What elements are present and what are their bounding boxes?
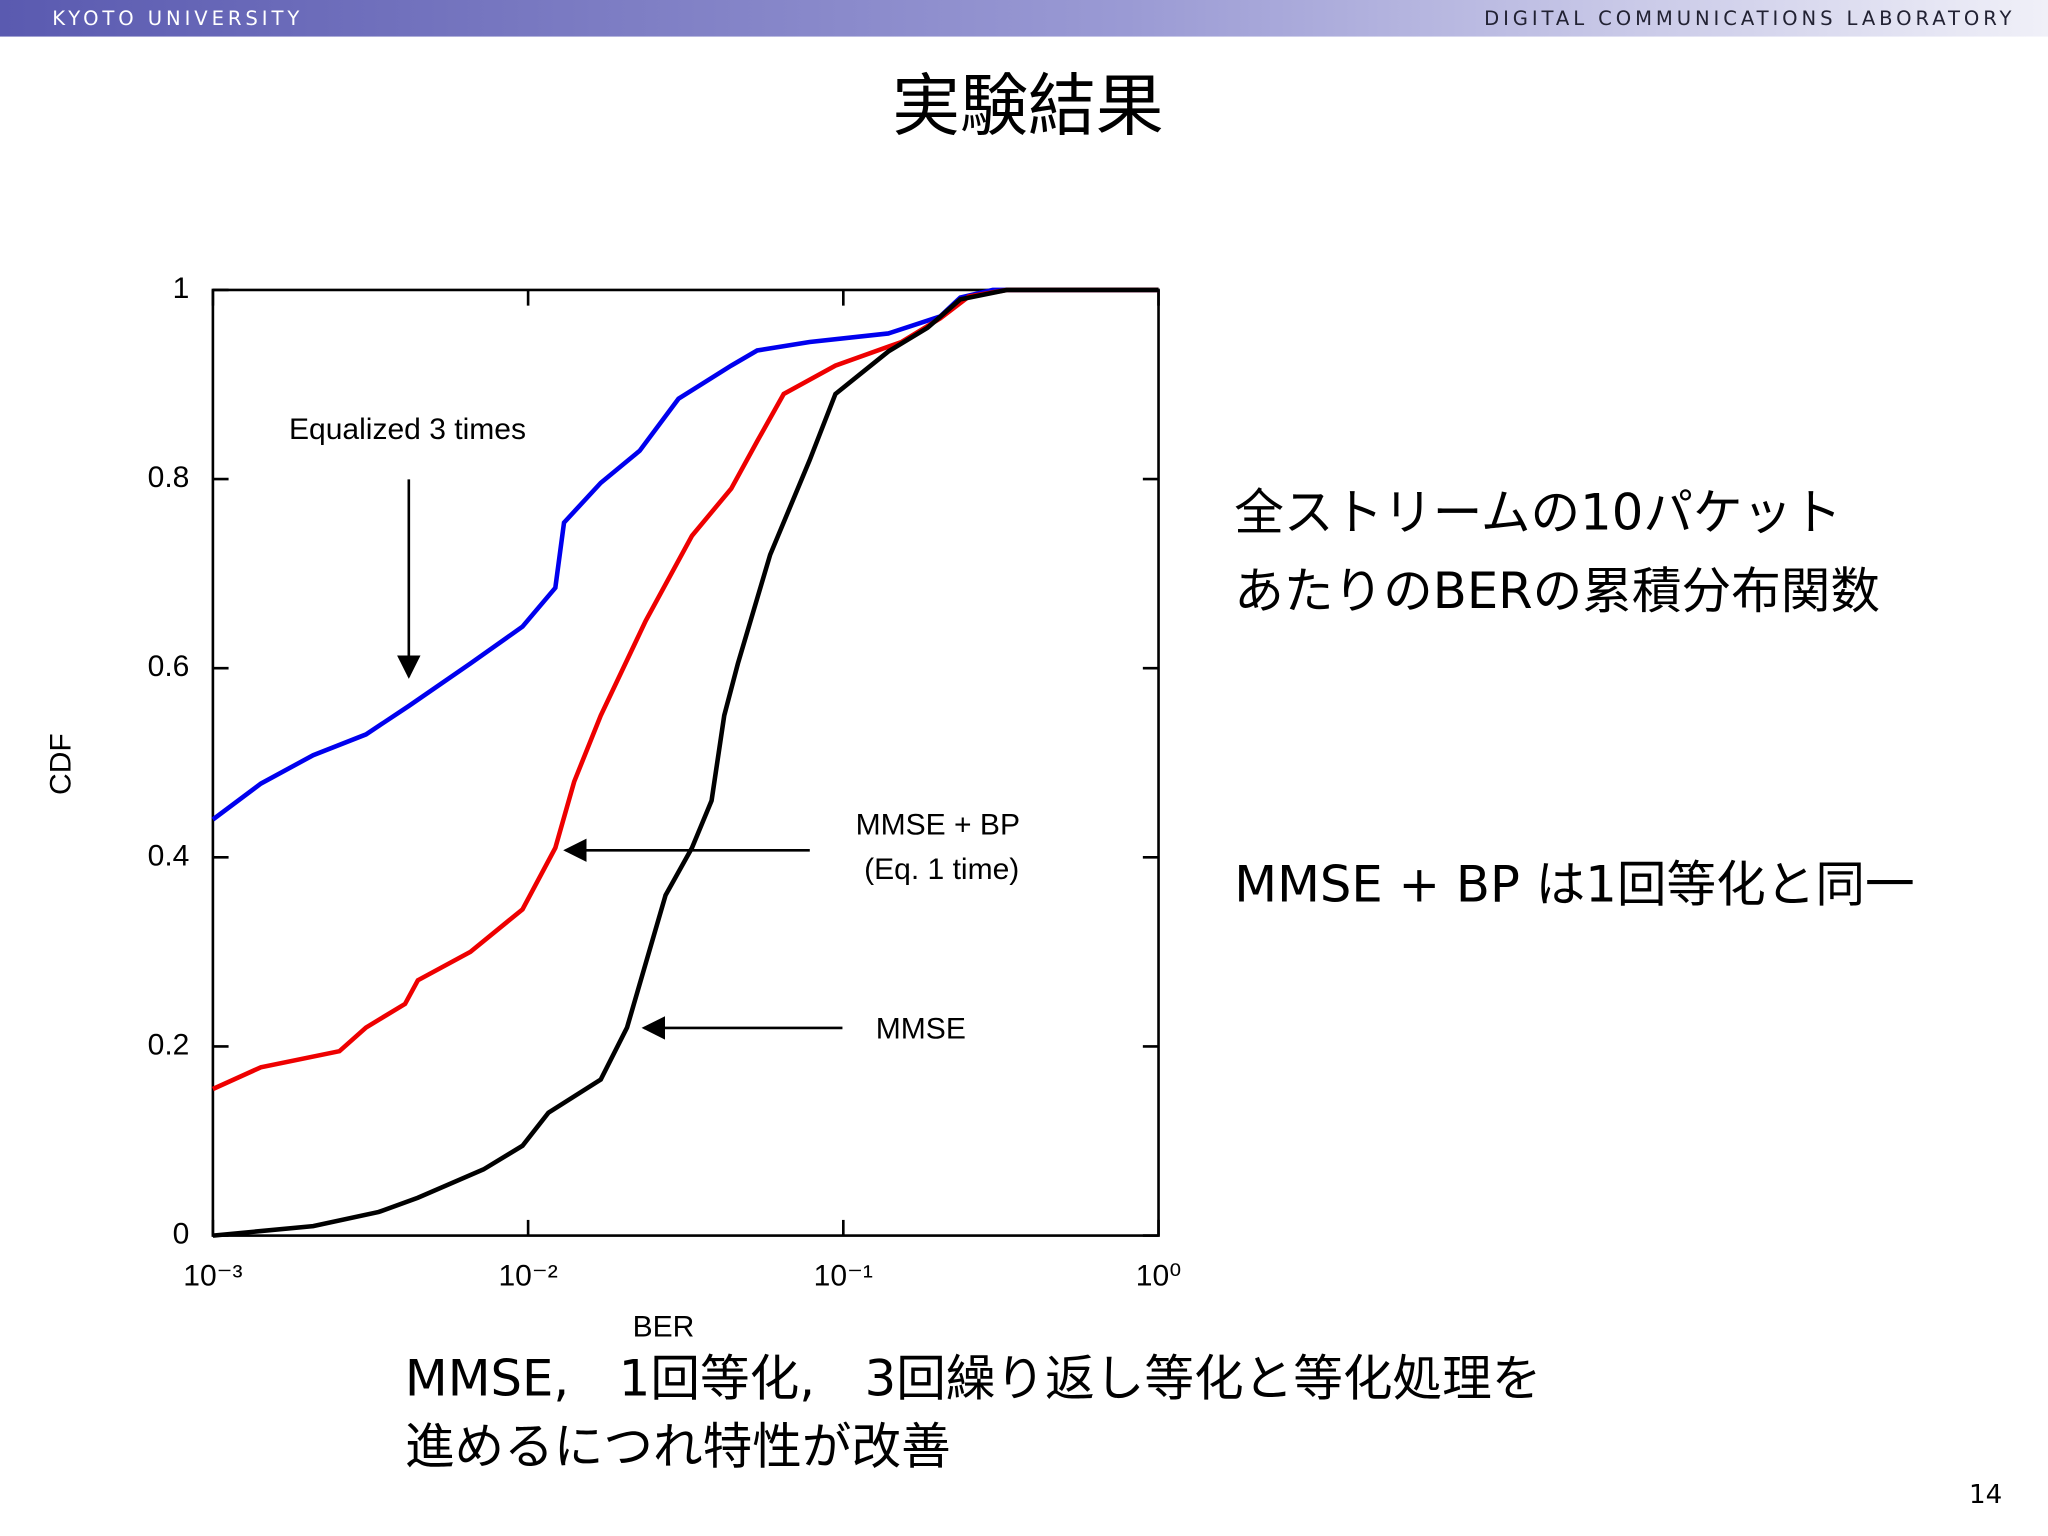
header-right: Digital Communications Laboratory [1484, 7, 2015, 30]
cdf-line [212, 287, 1159, 1238]
summary: MMSE, 1回等化, 3回繰り返し等化と等化処理を [405, 1349, 1541, 1407]
y-tick-label: 0 [173, 1218, 190, 1251]
cdf-line [211, 287, 1159, 822]
annotation: MMSE + BP [856, 809, 1020, 842]
chart: 0 0.2 0.4 0.6 0.8 1 10⁻³ 10⁻² 10⁻¹ 10⁰ BER CDF Equal… [45, 272, 1182, 1343]
note: MMSE + BP は1回等化と同一 [1234, 856, 1914, 914]
summary: 進めるにつれ特性が改善 [405, 1417, 951, 1475]
y-tick-label: 0.2 [148, 1028, 190, 1061]
header-left: Kyoto University [52, 7, 303, 30]
x-tick-label: 10⁻³ [183, 1259, 242, 1292]
slide-title: 実験結果 [892, 68, 1164, 147]
note: あたりのBERの累積分布関数 [1234, 562, 1880, 620]
y-tick-label: 0.4 [148, 839, 190, 872]
note: 全ストリームの10パケット [1234, 483, 1842, 541]
annotation: (Eq. 1 time) [864, 853, 1019, 886]
y-axis-label: CDF [45, 733, 78, 795]
plot-frame [211, 288, 1160, 1237]
x-tick-label: 10⁻¹ [814, 1259, 873, 1292]
x-tick-label: 10⁰ [1136, 1259, 1181, 1292]
y-tick-label: 0.6 [148, 650, 190, 683]
annotation: Equalized 3 times [289, 413, 526, 446]
x-axis-label: BER [633, 1310, 695, 1343]
cdf-line [211, 287, 1159, 1092]
annotation: MMSE [876, 1012, 966, 1045]
x-tick-label: 10⁻² [498, 1259, 557, 1292]
header-bar [0, 0, 2048, 37]
y-tick-label: 0.8 [148, 461, 190, 494]
y-tick-label: 1 [173, 272, 190, 305]
page-number: 14 [1969, 1480, 2002, 1510]
